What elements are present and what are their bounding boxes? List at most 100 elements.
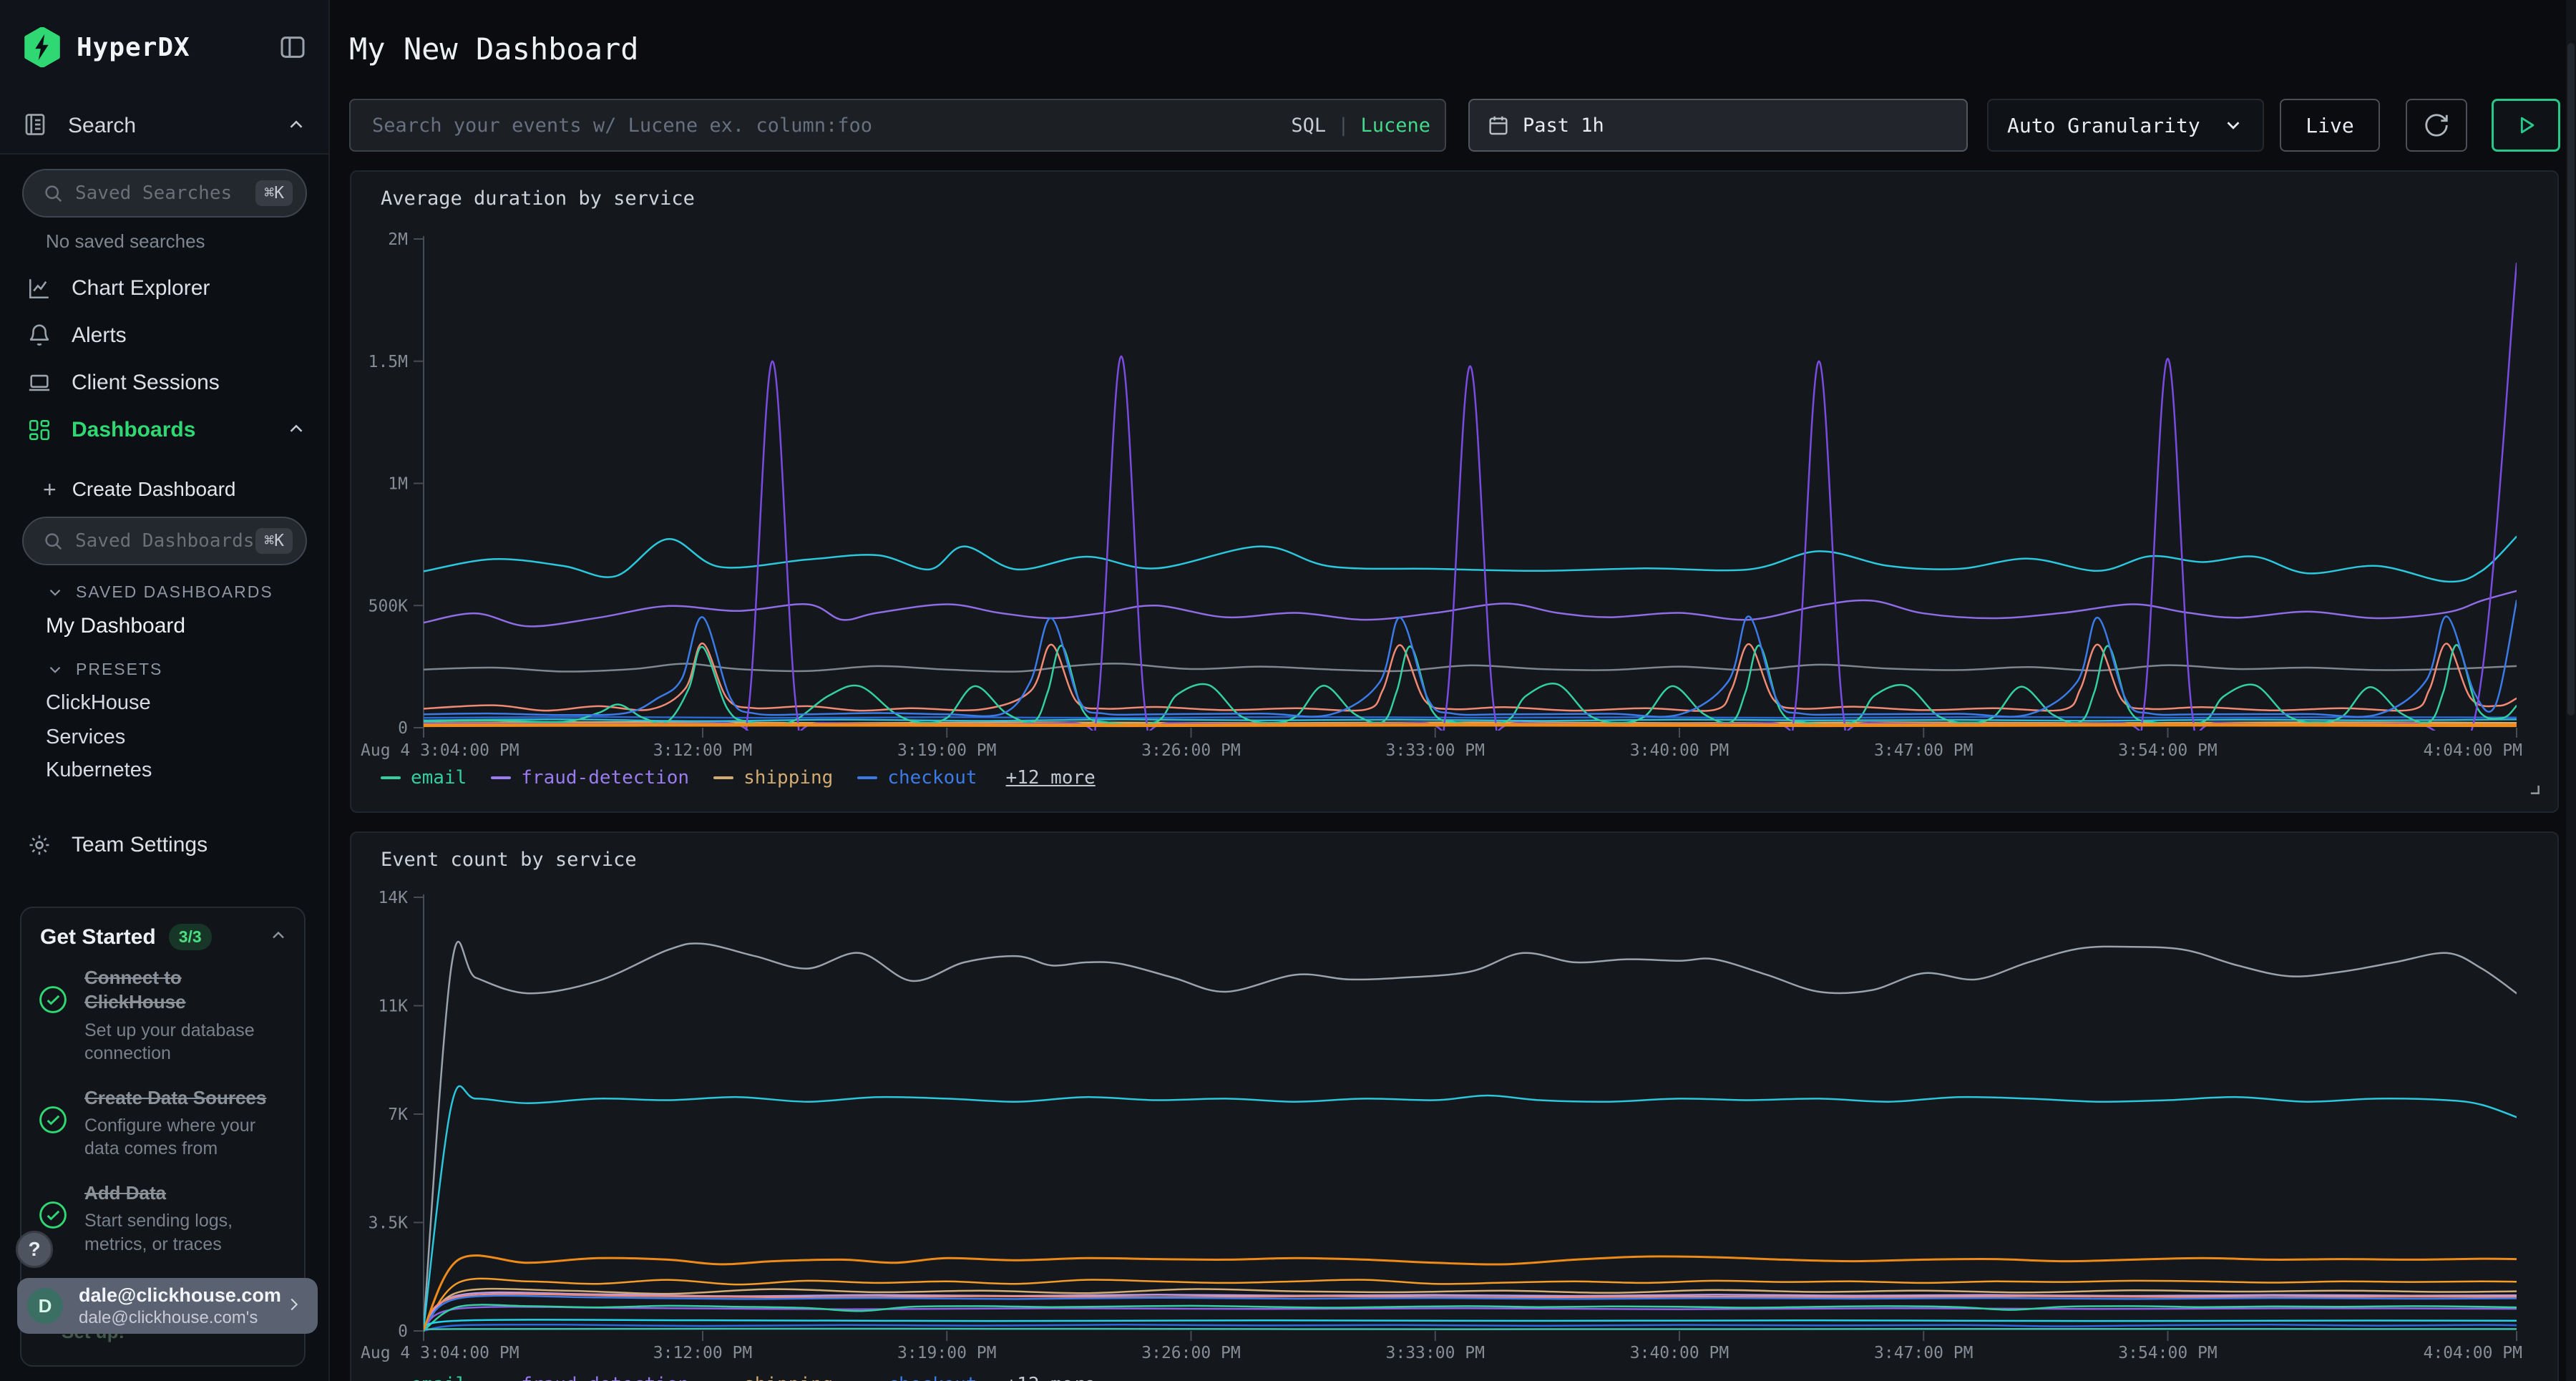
- legend-dash-icon: [381, 776, 401, 779]
- legend-item[interactable]: email: [381, 767, 467, 789]
- help-button[interactable]: ?: [16, 1231, 53, 1268]
- chevron-right-icon: [283, 1294, 305, 1319]
- legend-item[interactable]: email: [381, 1374, 467, 1381]
- svg-text:Aug 4 3:04:00 PM: Aug 4 3:04:00 PM: [361, 741, 519, 760]
- legend-item[interactable]: fraud-detection: [491, 767, 689, 789]
- main-content: My New Dashboard Search your events w/ L…: [331, 0, 2576, 1381]
- live-button[interactable]: Live: [2280, 99, 2380, 152]
- saved-dashboards-input[interactable]: Saved Dashboards ⌘K: [22, 517, 307, 565]
- saved-searches-input[interactable]: Saved Searches ⌘K: [22, 169, 307, 218]
- duration-chart-panel: Average duration by service 0 500K 1M 1.5M 2…: [350, 170, 2559, 813]
- svg-text:3:33:00 PM: 3:33:00 PM: [1386, 1344, 1485, 1362]
- get-started-item-title: Add Data: [84, 1181, 167, 1204]
- refresh-button[interactable]: [2406, 99, 2467, 152]
- chevron-down-icon: [2227, 122, 2240, 130]
- gear-icon: [26, 833, 53, 857]
- sidebar-item-label: Search: [68, 114, 137, 137]
- sidebar: HyperDX Search Saved Searches ⌘K No save…: [0, 0, 330, 1381]
- sidebar-header: HyperDX Search: [0, 0, 328, 155]
- user-email: dale@clickhouse.com: [79, 1284, 281, 1306]
- sidebar-item-label: Dashboards: [72, 418, 196, 441]
- user-menu[interactable]: D dale@clickhouse.com dale@clickhouse.co…: [17, 1278, 318, 1334]
- run-query-button[interactable]: [2492, 99, 2560, 152]
- sql-mode-toggle[interactable]: SQL: [1291, 114, 1327, 137]
- time-range-picker[interactable]: Past 1h: [1468, 99, 1968, 152]
- series-series-cyan-2: [424, 1319, 2517, 1332]
- legend-item[interactable]: checkout: [857, 1374, 977, 1381]
- legend-label: fraud-detection: [521, 1374, 689, 1381]
- legend-dash-icon: [857, 776, 878, 779]
- series-series-gray: [424, 663, 2517, 673]
- svg-text:3:54:00 PM: 3:54:00 PM: [2118, 741, 2217, 760]
- sidebar-item-clickhouse[interactable]: ClickHouse: [46, 691, 151, 714]
- legend-label: shipping: [743, 1374, 833, 1381]
- sidebar-item-label: Team Settings: [72, 833, 208, 857]
- search-icon: [45, 533, 62, 550]
- series-series-cyan: [424, 535, 2517, 583]
- get-started-badge: 3/3: [168, 924, 212, 950]
- chevron-up-icon[interactable]: [286, 418, 307, 443]
- legend-more-link[interactable]: +12 more: [1005, 767, 1096, 789]
- event-count-chart-canvas[interactable]: 0 3.5K 7K 11K 14K Aug 4 3:04:00 PM 3:12:00 PM 3…: [351, 833, 2559, 1381]
- duration-chart-canvas[interactable]: 0 500K 1M 1.5M 2M Aug 4 3:04:00 PM 3:12:00 PM 3…: [351, 172, 2559, 813]
- legend-more-link[interactable]: +12 more: [1006, 1374, 1096, 1381]
- sidebar-item-dashboards[interactable]: Dashboards: [0, 409, 328, 451]
- sidebar-item-my-dashboard[interactable]: My Dashboard: [46, 614, 186, 638]
- get-started-item[interactable]: Connect to ClickHouse Set up your databa…: [37, 965, 293, 1065]
- scrollbar-track[interactable]: [2566, 0, 2576, 1381]
- lucene-mode-toggle[interactable]: Lucene: [1360, 114, 1430, 137]
- legend-item[interactable]: checkout: [857, 767, 977, 789]
- collapse-sidebar-icon[interactable]: [277, 31, 308, 63]
- legend-label: checkout: [887, 767, 977, 789]
- svg-text:3:12:00 PM: 3:12:00 PM: [653, 741, 752, 760]
- resize-handle-icon[interactable]: [2523, 778, 2542, 800]
- get-started-item[interactable]: Create Data Sources Configure where your…: [37, 1085, 293, 1161]
- svg-text:0: 0: [398, 1322, 408, 1341]
- series-series-orange-2: [424, 1277, 2517, 1331]
- scrollbar-thumb[interactable]: [2567, 43, 2575, 716]
- svg-text:Aug 4 3:04:00 PM: Aug 4 3:04:00 PM: [361, 1344, 519, 1362]
- brand-name: HyperDX: [77, 32, 190, 62]
- get-started-item-title: Connect to ClickHouse: [84, 967, 186, 1013]
- svg-text:3:47:00 PM: 3:47:00 PM: [1874, 1344, 1973, 1362]
- svg-text:11K: 11K: [378, 997, 408, 1016]
- sidebar-item-team-settings[interactable]: Team Settings: [0, 824, 328, 866]
- create-dashboard-button[interactable]: + Create Dashboard: [43, 475, 236, 504]
- series-checkout: [424, 1294, 2517, 1332]
- kbd-shortcut: ⌘K: [255, 528, 293, 554]
- create-dashboard-label: Create Dashboard: [72, 478, 236, 500]
- legend-item[interactable]: fraud-detection: [491, 1374, 689, 1381]
- sidebar-item-search[interactable]: Search: [22, 107, 307, 145]
- sidebar-item-chart-explorer[interactable]: Chart Explorer: [0, 268, 328, 309]
- chart-legend: email fraud-detection shipping checkout +12 …: [381, 767, 1096, 789]
- presets-section-header[interactable]: PRESETS: [46, 660, 162, 679]
- chevron-down-icon: [49, 589, 61, 596]
- event-search-input[interactable]: Search your events w/ Lucene ex. column:…: [349, 99, 1446, 152]
- granularity-select[interactable]: Auto Granularity: [1987, 99, 2264, 152]
- get-started-item-desc: Configure where your data comes from: [84, 1115, 256, 1159]
- search-icon: [45, 185, 62, 202]
- hyperdx-logo-icon[interactable]: [24, 27, 61, 67]
- legend-item[interactable]: shipping: [713, 767, 833, 789]
- get-started-title: Get Started: [40, 924, 156, 949]
- chart-title: Average duration by service: [381, 187, 695, 210]
- series-series-blue-flat: [424, 716, 2517, 719]
- sidebar-item-alerts[interactable]: Alerts: [0, 315, 328, 356]
- svg-text:3:26:00 PM: 3:26:00 PM: [1141, 741, 1240, 760]
- sidebar-item-client-sessions[interactable]: Client Sessions: [0, 362, 328, 404]
- get-started-item[interactable]: Add Data Start sending logs, metrics, or…: [37, 1181, 293, 1256]
- get-started-header[interactable]: Get Started 3/3: [40, 924, 288, 950]
- legend-label: email: [411, 767, 467, 789]
- series-series-gray: [424, 940, 2517, 1327]
- series-email: [424, 644, 2517, 726]
- sidebar-item-services[interactable]: Services: [46, 726, 126, 748]
- sidebar-item-kubernetes[interactable]: Kubernetes: [46, 758, 152, 781]
- saved-dashboards-section-header[interactable]: SAVED DASHBOARDS: [46, 582, 273, 602]
- series-checkout: [424, 600, 2517, 718]
- chevron-up-icon[interactable]: [268, 925, 288, 949]
- svg-text:500K: 500K: [369, 597, 409, 615]
- chevron-up-icon[interactable]: [286, 114, 307, 139]
- svg-text:4:04:00 PM: 4:04:00 PM: [2424, 741, 2522, 760]
- svg-text:3:19:00 PM: 3:19:00 PM: [897, 741, 996, 760]
- legend-item[interactable]: shipping: [713, 1374, 833, 1381]
